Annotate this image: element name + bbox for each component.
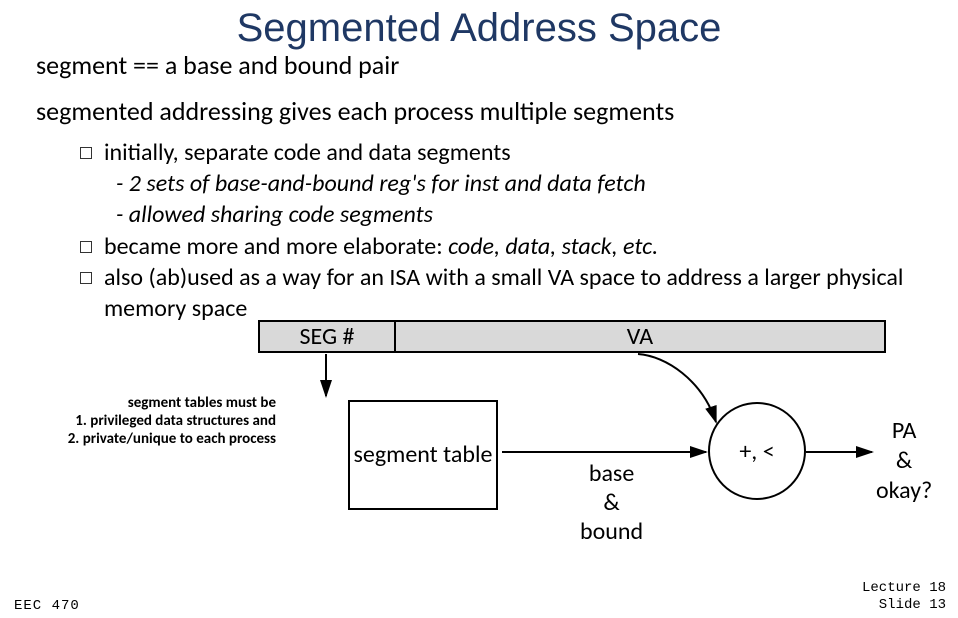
op-label: +, < <box>739 437 774 466</box>
va-label: VA <box>396 322 884 351</box>
segva-box: SEG # VA <box>258 320 886 353</box>
note-2: 1. privileged data structures and <box>36 412 276 430</box>
pa-okay-label: PA&okay? <box>876 416 932 506</box>
line2: segmented addressing gives each process … <box>36 95 922 127</box>
bullet-1-sub1: - 2 sets of base-and-bound reg's for ins… <box>80 168 922 199</box>
bullet-2-a: became more and more elaborate: <box>104 232 448 261</box>
segment-table-label: segment table <box>354 440 493 470</box>
bullet-1-sub2: - allowed sharing code segments <box>80 199 922 230</box>
segment-table-notes: segment tables must be 1. privileged dat… <box>36 394 276 448</box>
base-bound-label: base&bound <box>580 460 643 546</box>
footer-lecture: Lecture 18 <box>862 580 946 596</box>
content-area: segment == a base and bound pair segment… <box>0 49 958 580</box>
paok-text: PA&okay? <box>876 416 932 505</box>
footer-right: Lecture 18 Slide 13 <box>862 580 946 614</box>
line1: segment == a base and bound pair <box>36 49 922 81</box>
bullet-2: became more and more elaborate: code, da… <box>80 231 922 262</box>
note-3: 2. private/unique to each process <box>36 430 276 448</box>
bullet-3: also (ab)used as a way for an ISA with a… <box>80 262 922 324</box>
seg-label: SEG # <box>260 322 396 351</box>
footer-slide: Slide 13 <box>879 597 946 613</box>
bullet-2-b: code, data, stack, etc. <box>448 232 658 261</box>
note-1: segment tables must be <box>36 394 276 412</box>
op-circle: +, < <box>708 402 806 500</box>
bb-text: base&bound <box>580 459 643 546</box>
bullet-list: initially, separate code and data segmen… <box>36 137 922 324</box>
slide-title: Segmented Address Space <box>0 6 958 51</box>
bullet-1: initially, separate code and data segmen… <box>80 137 922 168</box>
segment-table-box: segment table <box>348 400 498 510</box>
diagram: SEG # VA segment tables must be 1. privi… <box>36 320 922 580</box>
